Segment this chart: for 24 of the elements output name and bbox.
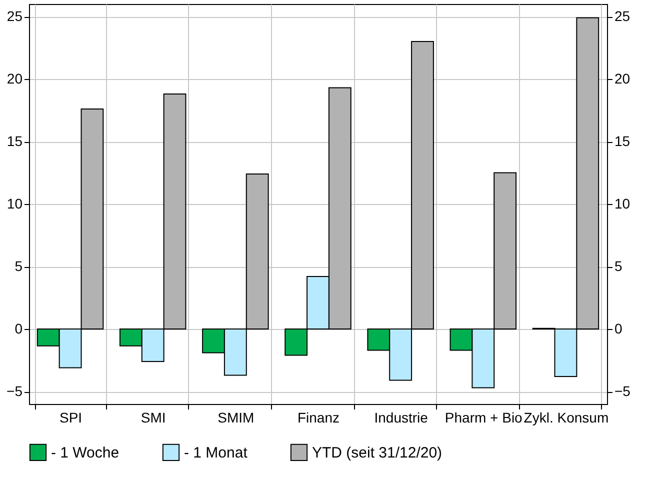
y-tick-label: 20 bbox=[6, 70, 23, 86]
y2-tick-label: 20 bbox=[614, 70, 630, 86]
y2-tick-label: −5 bbox=[614, 383, 631, 399]
x-tick-label: SMI bbox=[140, 410, 166, 426]
y-tick-label: 25 bbox=[6, 8, 23, 24]
x-tick-label: SPI bbox=[59, 410, 82, 426]
x-tick-label: Finanz bbox=[297, 410, 340, 426]
legend-label: YTD (seit 31/12/20) bbox=[312, 444, 442, 462]
x-tick-label: Zykl. Konsum bbox=[524, 410, 609, 426]
x-tick-label: SMIM bbox=[218, 410, 254, 426]
y2-tick-label: 25 bbox=[614, 8, 630, 24]
x-tick-label: Industrie bbox=[374, 410, 428, 426]
y2-tick-label: 0 bbox=[614, 320, 622, 336]
y-tick-label: 5 bbox=[14, 258, 23, 274]
y-tick-label: 15 bbox=[6, 133, 23, 149]
y-tick-label: 10 bbox=[6, 196, 23, 212]
x-tick-label: Pharm + Bio bbox=[444, 410, 523, 426]
y-tick-label: −5 bbox=[6, 383, 23, 399]
y-tick-label: 0 bbox=[14, 320, 23, 336]
y2-tick-label: 10 bbox=[614, 196, 630, 212]
legend-label: - 1 Monat bbox=[184, 444, 248, 462]
y2-tick-label: 5 bbox=[614, 258, 622, 274]
legend-label: - 1 Woche bbox=[51, 444, 120, 462]
y2-tick-label: 15 bbox=[614, 133, 630, 149]
